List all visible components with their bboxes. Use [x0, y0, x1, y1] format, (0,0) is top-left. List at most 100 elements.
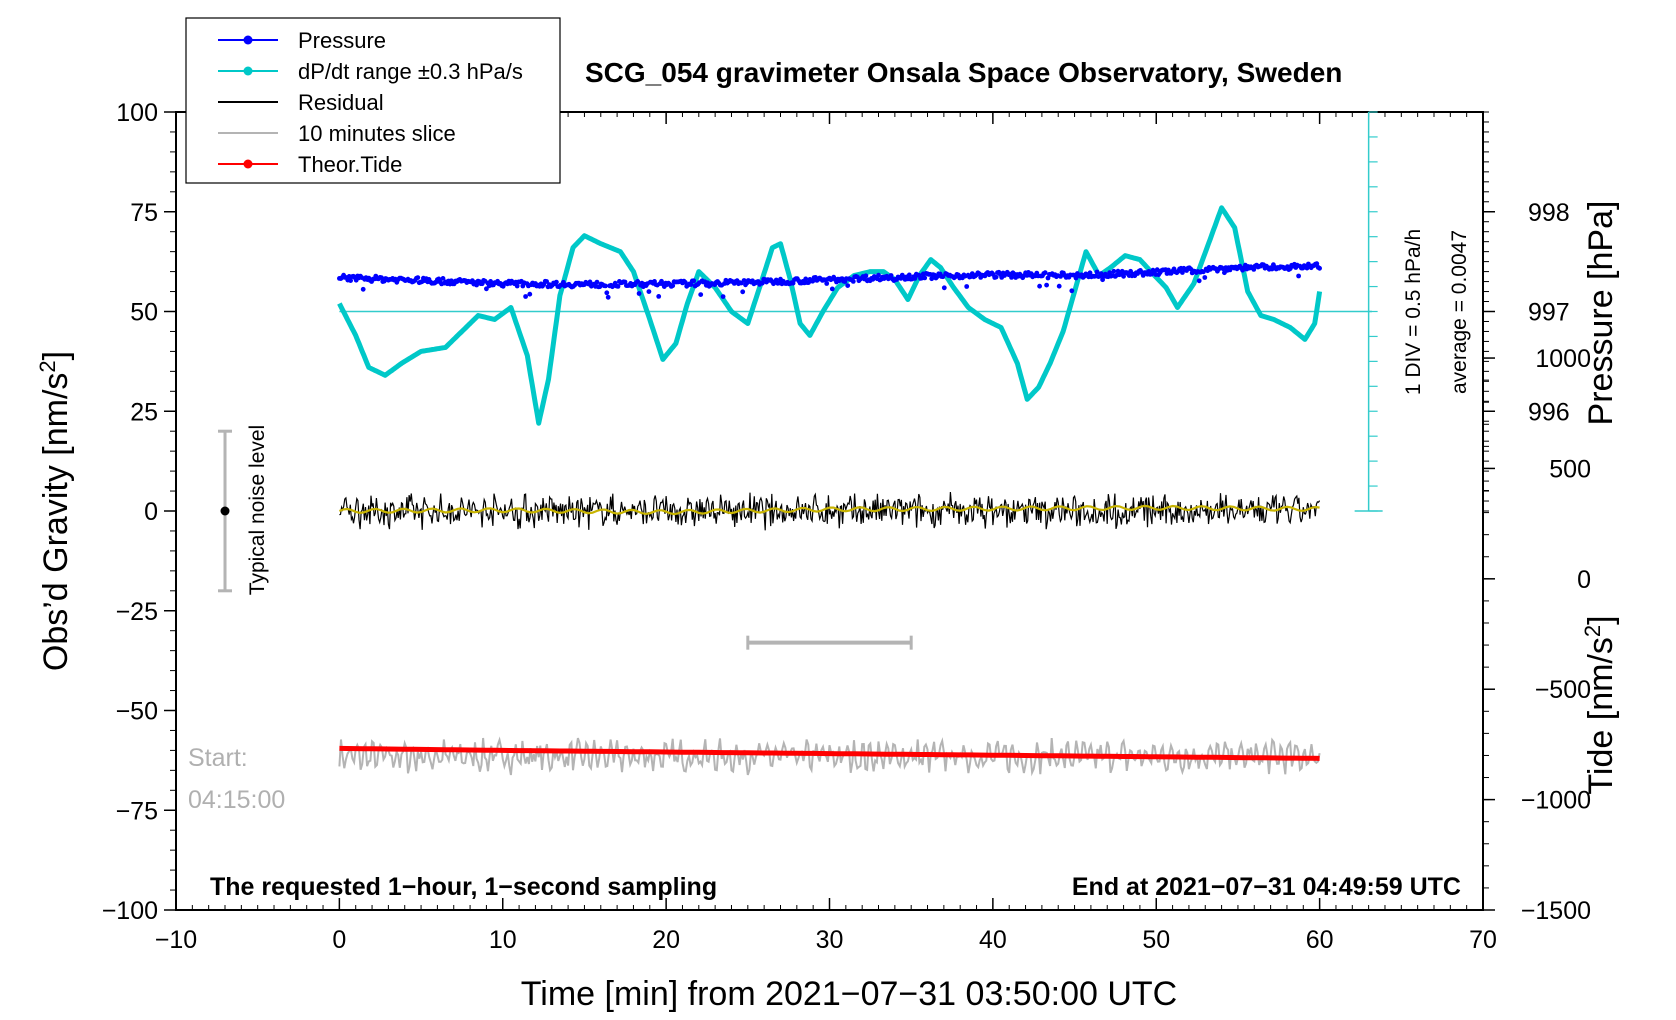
x-tick-label: 10 [489, 926, 517, 954]
legend-box [185, 17, 561, 184]
pressure-point [1317, 265, 1322, 271]
pressure-point [1154, 267, 1160, 273]
x-tick-label: −10 [155, 926, 197, 954]
pressure-point [845, 283, 851, 288]
pressure-point [876, 272, 881, 278]
tide-tick-label: 0 [1577, 566, 1591, 594]
y-axis-label-gravity: Obs’d Gravity [nm/s2] [35, 351, 76, 671]
x-tick-label: 0 [332, 926, 346, 954]
noise-level-label: Typical noise level [246, 425, 269, 595]
legend-marker [243, 35, 253, 45]
tide-tick-label: −1500 [1521, 897, 1591, 925]
pressure-point [863, 273, 869, 279]
pressure-point [544, 279, 549, 284]
pressure-point [906, 272, 912, 278]
pressure-point [656, 294, 662, 299]
pressure-point [636, 291, 642, 296]
tide-tick-label: −500 [1535, 676, 1591, 704]
noise-bar-center [220, 506, 230, 516]
pressure-point [379, 275, 384, 280]
dpdt-note-div: 1 DIV = 0.5 hPa/h [1402, 229, 1425, 395]
legend-marker [243, 66, 253, 76]
pressure-point [1094, 269, 1100, 275]
pressure-point [554, 279, 559, 285]
pressure-point [527, 291, 533, 297]
pressure-point [484, 286, 489, 292]
tide-tick-label: 1000 [1535, 345, 1591, 373]
pressure-point [1058, 274, 1063, 279]
start-label: Start: [188, 744, 248, 772]
pressure-point [1202, 275, 1208, 280]
pressure-point [622, 279, 628, 285]
y-tick-label: −25 [116, 598, 158, 626]
tide-series-line [339, 745, 1320, 761]
pressure-point [523, 294, 528, 299]
legend-label: 10 minutes slice [298, 121, 456, 146]
pressure-point [646, 289, 652, 294]
pressure-point [810, 278, 816, 284]
y-tick-label: −100 [102, 897, 158, 925]
x-tick-label: 20 [652, 926, 680, 954]
y-tick-label: 100 [116, 99, 158, 127]
pressure-point [1042, 270, 1048, 276]
legend-label: Theor.Tide [298, 152, 402, 177]
pressure-point [824, 281, 830, 286]
pressure-point [670, 283, 676, 289]
legend-label: Residual [298, 90, 384, 115]
pressure-point [740, 289, 746, 295]
x-tick-label: 40 [979, 926, 1007, 954]
pressure-point [604, 290, 610, 296]
pressure-point [993, 274, 999, 280]
tide-tick-label: −1000 [1521, 787, 1591, 815]
pressure-point [1121, 273, 1126, 279]
pressure-point [922, 275, 928, 281]
start-time: 04:15:00 [188, 786, 285, 814]
residual-smooth-line [339, 504, 1320, 516]
x-tick-label: 60 [1306, 926, 1334, 954]
pressure-point [440, 276, 446, 281]
pressure-point [1009, 275, 1014, 280]
pressure-point [912, 276, 918, 281]
pressure-point [964, 284, 970, 289]
pressure-point [474, 282, 479, 288]
pressure-series [337, 261, 1322, 300]
pressure-point [360, 286, 366, 292]
x-tick-label: 30 [816, 926, 844, 954]
pressure-point [615, 284, 621, 289]
pressure-point [1111, 268, 1117, 274]
pressure-point [1296, 273, 1301, 279]
pressure-tick-label: 998 [1528, 199, 1570, 227]
bottom-left-note: The requested 1−hour, 1−second sampling [210, 873, 717, 901]
pressure-point [1087, 270, 1093, 276]
pressure-point [594, 279, 600, 285]
pressure-point [514, 283, 520, 289]
y-tick-label: −75 [116, 797, 158, 825]
pressure-point [698, 292, 704, 297]
dpdt-series-line [337, 205, 1323, 426]
pressure-point [605, 294, 611, 300]
x-tick-label: 70 [1469, 926, 1497, 954]
pressure-point [488, 279, 493, 284]
pressure-point [1196, 278, 1202, 284]
y-tick-label: 50 [130, 299, 158, 327]
pressure-point [829, 286, 835, 292]
y-tick-label: 0 [144, 498, 158, 526]
residual-series-line [339, 491, 1321, 531]
pressure-point [929, 276, 935, 282]
pressure-point [941, 285, 947, 291]
pressure-point [888, 273, 894, 278]
pressure-point [720, 294, 726, 299]
pressure-point [348, 278, 353, 283]
pressure-point [1180, 270, 1185, 275]
pressure-point [1056, 283, 1062, 289]
tide-tick-label: 500 [1549, 455, 1591, 483]
bottom-right-note: End at 2021−07−31 04:49:59 UTC [1072, 873, 1461, 901]
x-axis-label: Time [min] from 2021−07−31 03:50:00 UTC [521, 975, 1177, 1013]
legend-label: Pressure [298, 28, 386, 53]
pressure-point [940, 274, 946, 280]
y-tick-label: 25 [130, 398, 158, 426]
pressure-point [850, 279, 856, 284]
pressure-point [803, 276, 809, 282]
pressure-point [790, 280, 796, 286]
